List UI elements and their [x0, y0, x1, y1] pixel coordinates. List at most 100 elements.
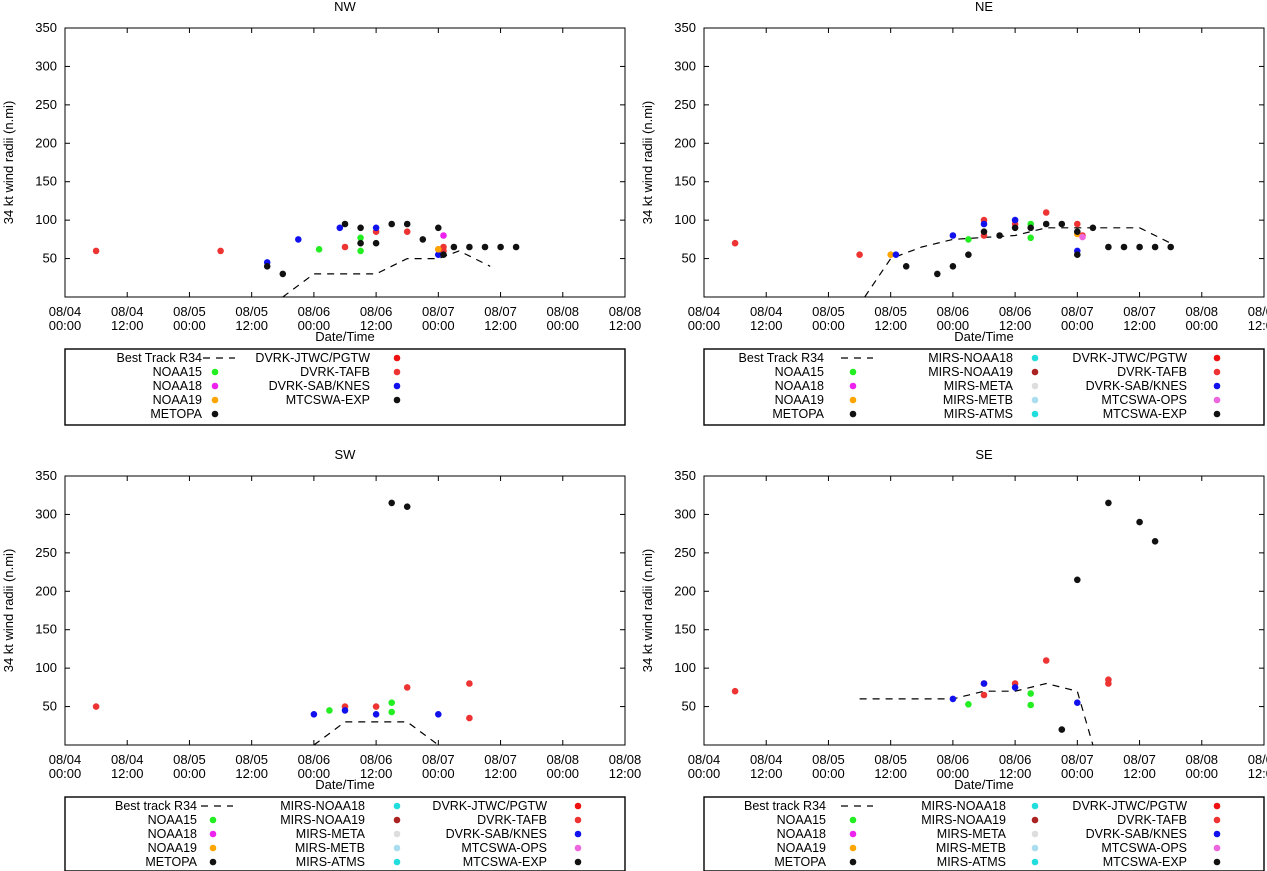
y-axis-label: 34 kt wind radii (n.mi)	[1, 549, 16, 673]
data-point-mtcswa-exp	[996, 232, 1003, 239]
data-point-noaa15	[357, 247, 364, 255]
x-tick-label-date: 08/05	[235, 304, 268, 319]
legend-dot-swatch	[393, 802, 401, 810]
x-tick-label-date: 08/06	[937, 304, 970, 319]
chart-title: SW	[335, 447, 357, 462]
legend-dot-swatch	[211, 382, 219, 390]
data-point-noaa15	[965, 236, 972, 243]
x-tick-label-date: 08/08	[609, 752, 642, 767]
data-point-noaa15	[965, 701, 972, 708]
legend-label: Best track R34	[744, 799, 826, 813]
x-tick-label-date: 08/04	[49, 304, 82, 319]
x-tick-label-date: 08/08	[1248, 304, 1267, 319]
legend-dot-swatch	[574, 858, 582, 866]
data-point-mtcswa-exp	[372, 239, 380, 247]
legend-dot-swatch	[1213, 802, 1221, 810]
data-point-dvrk-sab-knes	[372, 711, 380, 718]
legend-label: NOAA19	[777, 841, 826, 855]
x-tick-label-date: 08/06	[360, 752, 393, 767]
legend-dot-swatch	[393, 858, 401, 866]
legend-dot-swatch	[393, 382, 401, 390]
x-tick-label-time: 00:00	[173, 318, 206, 333]
data-point-mtcswa-exp	[263, 263, 271, 270]
data-point-dvrk-sab-knes	[310, 711, 318, 718]
legend-label: NOAA18	[777, 827, 826, 841]
legend-label: DVRK-TAFB	[300, 365, 370, 379]
legend-dot-swatch	[1213, 354, 1221, 362]
data-point-dvrk-tafb	[92, 247, 100, 255]
x-tick-label-time: 12:00	[1123, 318, 1156, 333]
plot-frame	[703, 475, 1265, 746]
data-point-mtcswa-exp	[1151, 243, 1159, 251]
data-point-noaa19	[887, 251, 894, 258]
x-tick-label-date: 08/05	[812, 304, 845, 319]
x-axis-label: Date/Time	[315, 329, 374, 344]
x-tick-label-date: 08/06	[298, 304, 331, 319]
data-point-mtcswa-exp	[388, 499, 396, 507]
x-tick-label-time: 12:00	[1248, 318, 1267, 333]
x-tick-label-date: 08/07	[484, 752, 517, 767]
chart-panel-se: SE3503002502001501005008/0400:0008/0412:…	[640, 447, 1267, 871]
legend-dot-swatch	[1031, 844, 1039, 852]
legend-dot-swatch	[1031, 858, 1039, 866]
x-tick-label-time: 00:00	[547, 766, 580, 781]
data-point-mtcswa-exp	[1089, 224, 1097, 232]
chart-panel-nw: NW3503002502001501005008/0400:0008/0412:…	[1, 0, 642, 426]
y-tick-label: 350	[674, 20, 696, 35]
legend-label: MTCSWA-EXP	[286, 393, 370, 407]
x-tick-label-time: 12:00	[235, 766, 268, 781]
data-point-noaa15	[315, 246, 323, 253]
y-tick-label: 150	[674, 174, 696, 189]
data-point-dvrk-sab-knes	[949, 232, 957, 239]
y-tick-label: 250	[35, 97, 57, 112]
y-tick-label: 50	[43, 699, 57, 714]
x-tick-label-time: 00:00	[1186, 766, 1219, 781]
legend-label: MTCSWA-OPS	[1101, 393, 1187, 407]
y-tick-label: 200	[35, 135, 57, 150]
x-tick-label-date: 08/04	[49, 752, 82, 767]
legend-label: DVRK-SAB/KNES	[1086, 379, 1187, 393]
x-tick-label-time: 12:00	[1123, 766, 1156, 781]
x-tick-label-time: 00:00	[937, 766, 970, 781]
legend-dot-swatch	[1031, 396, 1039, 404]
legend-label: METOPA	[150, 407, 202, 421]
data-point-mtcswa-exp	[1042, 220, 1050, 228]
data-point-mtcswa-exp	[1027, 224, 1034, 232]
data-point-noaa15	[357, 234, 364, 242]
legend-dot-swatch	[574, 830, 582, 838]
data-point-mtcswa-exp	[1011, 224, 1019, 232]
data-point-mtcswa-exp	[419, 236, 427, 243]
x-tick-label-date: 08/06	[298, 752, 331, 767]
data-point-dvrk-sab-knes	[435, 251, 442, 258]
legend-label: MIRS-NOAA18	[280, 799, 365, 813]
legend-dot-swatch	[849, 858, 857, 866]
data-point-dvrk-sab-knes	[1011, 684, 1019, 691]
data-point-mtcswa-exp	[1136, 518, 1143, 526]
legend-label: MIRS-METB	[936, 841, 1006, 855]
legend-label: DVRK-SAB/KNES	[446, 827, 547, 841]
legend-label: DVRK-TAFB	[1117, 813, 1187, 827]
legend-label: DVRK-SAB/KNES	[1086, 827, 1187, 841]
y-tick-label: 100	[674, 660, 696, 675]
y-tick-label: 250	[35, 545, 57, 560]
data-point-mtcswa-exp	[1136, 243, 1143, 251]
data-point-noaa15	[388, 708, 396, 716]
legend-label: MIRS-ATMS	[944, 407, 1013, 421]
data-point-dvrk-tafb	[1105, 680, 1112, 687]
x-tick-label-date: 08/07	[1061, 304, 1094, 319]
y-tick-label: 50	[43, 251, 57, 266]
x-tick-label-date: 08/04	[111, 752, 144, 767]
x-tick-label-date: 08/05	[874, 304, 907, 319]
y-tick-label: 100	[35, 212, 57, 227]
x-tick-label-time: 00:00	[1061, 766, 1094, 781]
chart-title: SE	[975, 447, 993, 462]
legend-label: MTCSWA-OPS	[461, 841, 547, 855]
best-track-line	[864, 227, 1171, 297]
chart-panel-sw: SW3503002502001501005008/0400:0008/0412:…	[1, 447, 641, 871]
legend-label: DVRK-JTWC/PGTW	[1072, 351, 1187, 365]
x-tick-label-date: 08/08	[609, 304, 642, 319]
y-tick-label: 300	[35, 58, 57, 73]
legend-label: MTCSWA-OPS	[1101, 841, 1187, 855]
legend-label: Best track R34	[115, 799, 197, 813]
y-tick-label: 150	[35, 174, 57, 189]
